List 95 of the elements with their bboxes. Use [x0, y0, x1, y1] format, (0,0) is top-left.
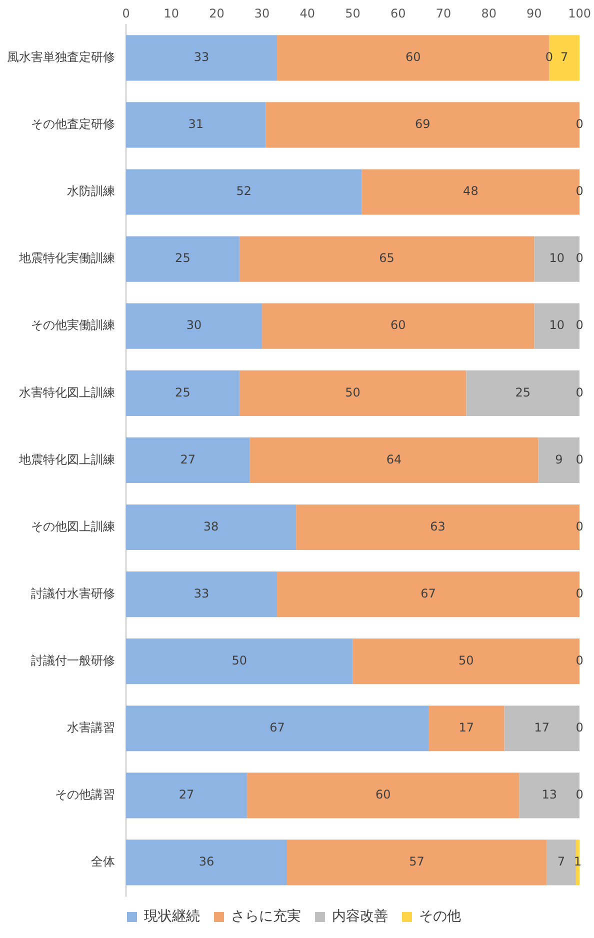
y-tick-label: 討議付一般研修 [31, 653, 115, 668]
legend-label: その他 [419, 908, 461, 925]
data-label: 31 [188, 117, 204, 132]
data-label: 17 [534, 720, 550, 735]
data-label: 9 [555, 452, 563, 466]
data-label: 33 [194, 586, 210, 600]
x-tick-label: 40 [300, 6, 316, 20]
data-label: 17 [458, 720, 474, 735]
data-label: 0 [576, 385, 584, 400]
data-label: 67 [420, 586, 436, 600]
data-label: 38 [203, 519, 219, 534]
data-label: 60 [405, 50, 421, 64]
bar [126, 706, 429, 752]
bar [546, 840, 576, 886]
data-label: 27 [180, 452, 196, 466]
data-label: 60 [390, 318, 406, 332]
data-label: 30 [186, 318, 202, 332]
data-label: 69 [414, 117, 430, 132]
data-label: 0 [576, 251, 584, 266]
bar [126, 370, 240, 416]
bar [126, 437, 250, 483]
y-tick-label: 討議付水害研修 [31, 586, 115, 600]
x-tick-label: 0 [122, 6, 130, 20]
data-label: 0 [576, 519, 584, 534]
y-tick-label: その他実働訓練 [31, 318, 115, 332]
bar [126, 303, 262, 349]
data-label: 63 [430, 519, 446, 534]
x-tick-label: 50 [345, 6, 360, 20]
data-label: 25 [175, 385, 190, 400]
legend-label: 内容改善 [332, 908, 388, 925]
bar [126, 638, 353, 684]
data-label: 27 [178, 788, 194, 802]
data-label: 50 [458, 653, 474, 668]
x-tick-label: 60 [390, 6, 406, 20]
data-label: 0 [576, 184, 584, 198]
data-label: 0 [545, 50, 553, 64]
data-label: 65 [379, 251, 394, 266]
data-label: 25 [515, 385, 530, 400]
data-label: 64 [386, 452, 402, 466]
data-label: 67 [270, 720, 285, 735]
data-label: 25 [175, 251, 190, 266]
data-label: 50 [345, 385, 360, 400]
x-tick-label: 20 [209, 6, 224, 20]
data-label: 0 [576, 586, 584, 600]
y-tick-label: その他図上訓練 [31, 519, 115, 534]
y-tick-label: その他講習 [55, 788, 115, 802]
bar [250, 437, 538, 483]
data-label: 57 [409, 854, 424, 869]
x-tick-label: 90 [526, 6, 542, 20]
bar [247, 772, 520, 818]
data-label: 13 [542, 788, 558, 802]
y-tick-label: 水防訓練 [67, 184, 115, 198]
data-label: 0 [576, 653, 584, 668]
y-tick-label: 風水害単独査定研修 [7, 50, 115, 64]
data-label: 7 [560, 50, 568, 64]
data-label: 10 [549, 251, 565, 266]
data-label: 33 [194, 50, 210, 64]
data-label: 0 [576, 452, 584, 466]
y-tick-label: 水害講習 [67, 720, 115, 735]
data-label: 0 [576, 117, 584, 132]
bar [126, 102, 266, 148]
x-tick-label: 30 [254, 6, 270, 20]
y-tick-label: その他査定研修 [31, 117, 115, 132]
bar [262, 303, 534, 349]
data-label: 60 [376, 788, 391, 802]
data-label: 0 [576, 788, 584, 802]
bar [287, 840, 546, 886]
bar [126, 169, 362, 215]
x-tick-label: 70 [436, 6, 452, 20]
y-tick-label: 全体 [91, 854, 115, 869]
data-label: 36 [198, 854, 214, 869]
data-label: 0 [576, 318, 584, 332]
y-tick-label: 地震特化図上訓練 [18, 452, 115, 466]
y-tick-label: 地震特化実働訓練 [18, 251, 115, 266]
y-tick-label: 水害特化図上訓練 [19, 385, 115, 400]
bar [428, 706, 504, 752]
data-label: 48 [463, 184, 478, 198]
x-tick-label: 100 [568, 6, 591, 20]
data-label: 7 [557, 854, 565, 869]
data-label: 52 [236, 184, 252, 198]
bar [126, 571, 278, 618]
bar [239, 236, 534, 282]
x-tick-label: 80 [481, 6, 496, 20]
bar [126, 504, 296, 550]
legend-label: 現状継続 [144, 908, 200, 925]
bar [126, 236, 240, 282]
data-label: 10 [549, 318, 565, 332]
x-tick-label: 10 [164, 6, 179, 20]
legend-label: さらに充実 [231, 908, 301, 925]
data-label: 0 [576, 720, 584, 735]
bar [239, 370, 466, 416]
data-label: 50 [232, 653, 248, 668]
bar [126, 35, 278, 81]
bar [126, 840, 288, 886]
bar [126, 772, 248, 818]
